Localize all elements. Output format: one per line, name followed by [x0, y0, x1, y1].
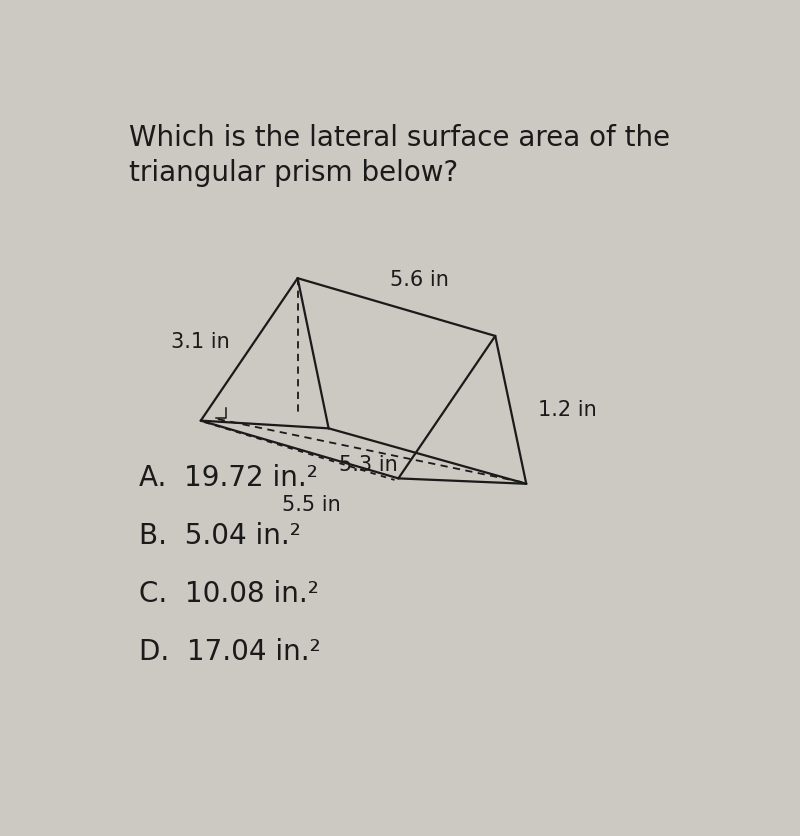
Text: 1.2 in: 1.2 in	[538, 400, 597, 420]
Text: 5.6 in: 5.6 in	[390, 270, 449, 290]
Text: B.  5.04 in.²: B. 5.04 in.²	[138, 522, 301, 550]
Text: D.  17.04 in.²: D. 17.04 in.²	[138, 638, 321, 665]
Text: C.  10.08 in.²: C. 10.08 in.²	[138, 580, 318, 608]
Text: 5.5 in: 5.5 in	[282, 495, 341, 515]
Text: 5.3 in: 5.3 in	[338, 456, 398, 476]
Text: Which is the lateral surface area of the: Which is the lateral surface area of the	[130, 125, 670, 152]
Text: 3.1 in: 3.1 in	[171, 332, 230, 352]
Text: A.  19.72 in.²: A. 19.72 in.²	[138, 464, 318, 492]
Text: triangular prism below?: triangular prism below?	[130, 159, 458, 186]
